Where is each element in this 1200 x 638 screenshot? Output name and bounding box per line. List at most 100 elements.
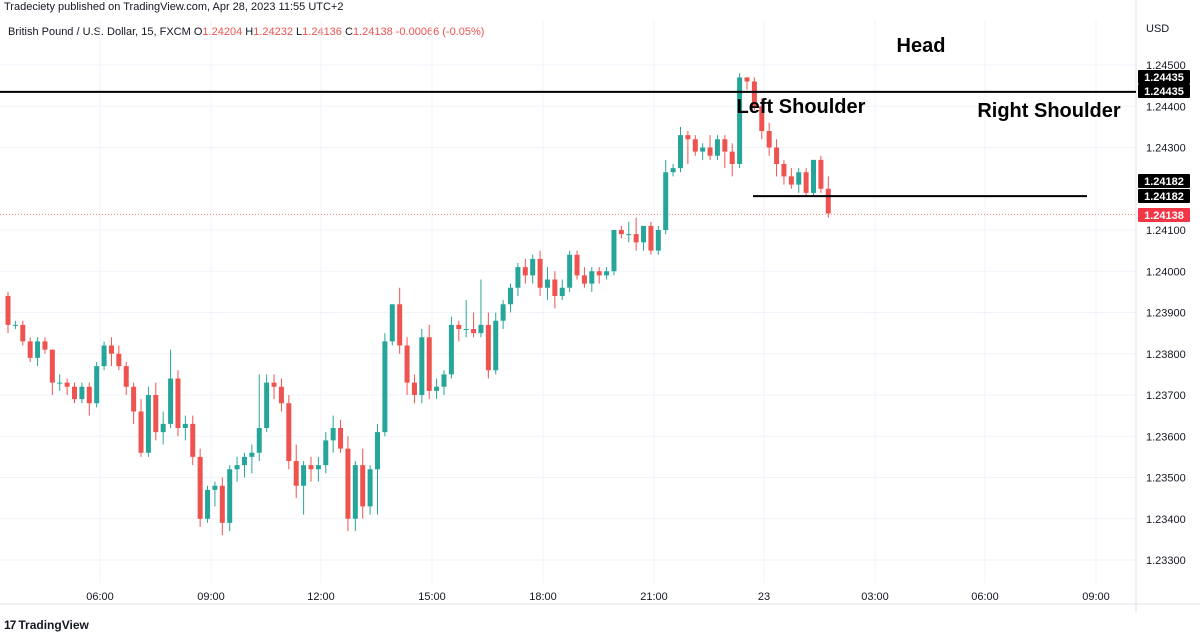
candle-body — [227, 469, 233, 523]
y-tick-label: 1.24400 — [1146, 101, 1186, 113]
symbol-name[interactable]: British Pound / U.S. Dollar, 15, FXCM — [8, 26, 191, 38]
candle-body — [508, 287, 514, 305]
candle-body — [626, 234, 632, 236]
candle-body — [64, 382, 70, 387]
candle-body — [175, 378, 181, 428]
price-label-bg — [1138, 84, 1190, 98]
candle-body — [825, 188, 831, 214]
y-tick-label: 1.24000 — [1146, 266, 1186, 278]
candle-body — [27, 341, 33, 358]
y-tick-label: 1.24100 — [1146, 225, 1186, 237]
y-tick-label: 1.23300 — [1146, 555, 1186, 567]
symbol-legend: British Pound / U.S. Dollar, 15, FXCM O1… — [8, 26, 484, 38]
candle-body — [567, 254, 573, 288]
candle-body — [249, 452, 255, 457]
price-label-bg — [1138, 70, 1190, 84]
candle-body — [522, 267, 528, 276]
candle-body — [581, 275, 587, 284]
y-tick-label: 1.23700 — [1146, 390, 1186, 402]
candle-body — [145, 395, 151, 453]
candle-body — [700, 147, 706, 152]
candle-body — [411, 382, 417, 395]
candle-body — [633, 234, 639, 243]
candle-body — [168, 378, 174, 424]
candle-body — [116, 353, 122, 367]
candle-body — [448, 324, 454, 375]
candle-body — [744, 77, 750, 82]
candle-body — [788, 176, 794, 185]
candle-body — [131, 386, 137, 412]
grid — [0, 20, 1136, 583]
price-label: 1.24435 — [1144, 86, 1184, 98]
pattern-annotation: Left Shoulder — [737, 96, 866, 118]
candle-body — [493, 320, 499, 371]
candle-body — [367, 469, 373, 507]
candle-body — [86, 386, 92, 404]
pattern-annotation: Head — [897, 35, 946, 57]
candle-body — [138, 411, 144, 453]
price-label: 1.24138 — [1144, 210, 1184, 222]
ohlc-open: 1.24204 — [202, 26, 243, 38]
publisher-line: Tradeciety published on TradingView.com,… — [4, 1, 344, 13]
candle-body — [574, 254, 580, 276]
candle-body — [766, 131, 772, 148]
price-label: 1.24435 — [1144, 72, 1184, 84]
candle-body — [12, 324, 18, 326]
y-tick-label: 1.23400 — [1146, 514, 1186, 526]
y-tick-label: 1.23800 — [1146, 349, 1186, 361]
candle-body — [382, 341, 388, 433]
candle-body — [722, 139, 728, 152]
ohlc-low-label: L — [296, 26, 303, 38]
candle-body — [389, 304, 395, 342]
ohlc-low: 1.24136 — [302, 26, 342, 38]
candle-body — [360, 465, 366, 507]
candle-body — [72, 386, 78, 400]
tradingview-logo-icon: 17 — [4, 618, 16, 632]
candle-body — [212, 485, 218, 490]
candle-body — [419, 337, 425, 395]
price-label-bg — [1138, 189, 1190, 203]
candle-body — [241, 456, 247, 466]
candle-body — [323, 440, 329, 466]
y-tick-label: 1.23900 — [1146, 308, 1186, 320]
candle-body — [500, 304, 506, 321]
candle-body — [618, 230, 624, 235]
candle-body — [205, 489, 211, 519]
candle-body — [42, 341, 48, 350]
ohlc-open-label: O — [193, 26, 203, 38]
candle-body — [478, 324, 484, 334]
candle-body — [803, 172, 809, 193]
candle-body — [515, 267, 521, 288]
candle-body — [611, 230, 617, 272]
y-tick-label: 1.23600 — [1146, 431, 1186, 443]
candle-body — [781, 164, 787, 177]
candle-body — [234, 465, 240, 470]
candle-body — [707, 147, 713, 156]
candle-body — [426, 337, 432, 391]
candle-body — [463, 329, 469, 330]
candle-body — [648, 225, 654, 251]
x-tick-label: 15:00 — [418, 591, 446, 603]
x-tick-label: 06:00 — [971, 591, 999, 603]
candle-body — [35, 341, 41, 358]
candle-body — [5, 296, 11, 325]
y-tick-label: 1.24500 — [1146, 60, 1186, 72]
ohlc-close: 1.24138 — [352, 26, 393, 38]
y-tick-label: 1.24300 — [1146, 143, 1186, 155]
candle-body — [219, 485, 225, 523]
footer-brand-text: TradingView — [18, 618, 89, 632]
candle-body — [330, 428, 336, 441]
x-tick-label: 12:00 — [307, 591, 335, 603]
candle-body — [729, 151, 735, 164]
candle-body — [190, 423, 196, 457]
y-tick-label: 1.23500 — [1146, 473, 1186, 485]
candle-body — [796, 172, 802, 185]
candle-body — [485, 324, 491, 371]
ohlc-high: 1.24232 — [253, 26, 293, 38]
x-tick-label: 09:00 — [1082, 591, 1110, 603]
candle-body — [308, 465, 314, 470]
candle-body — [589, 271, 595, 284]
price-label-bg — [1138, 208, 1190, 222]
candle-body — [301, 465, 307, 486]
